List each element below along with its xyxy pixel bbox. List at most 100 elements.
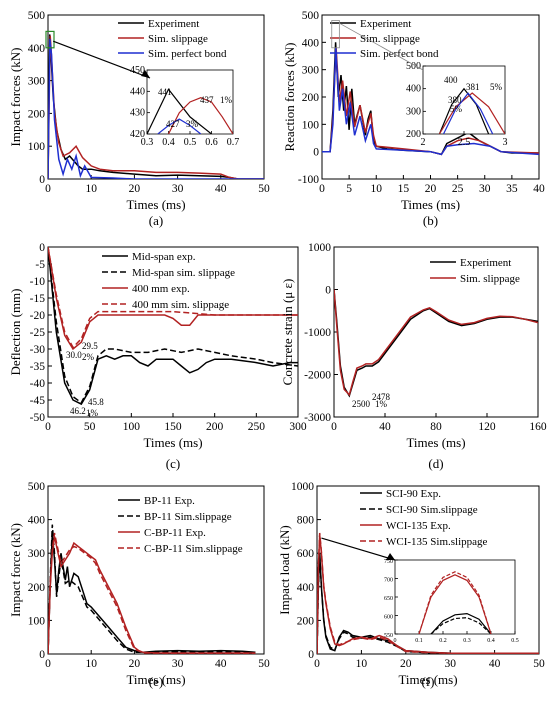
legend-entry: Sim. slippage bbox=[148, 33, 208, 45]
x-tick-label: 150 bbox=[164, 421, 182, 433]
x-tick-label: 120 bbox=[478, 421, 496, 433]
zoom-box bbox=[331, 20, 340, 49]
panel-label: (e) bbox=[149, 674, 163, 689]
panel-label: (c) bbox=[166, 456, 180, 471]
series-line-2 bbox=[317, 534, 539, 654]
y-tick-label: 0 bbox=[39, 649, 45, 661]
series-line-0 bbox=[322, 42, 539, 156]
panel-label: (a) bbox=[149, 213, 163, 228]
x-tick-label: 10 bbox=[356, 658, 368, 670]
y-tick-label: 200 bbox=[28, 582, 46, 594]
y-axis-label: Impact forces (kN) bbox=[8, 48, 23, 147]
annotation-label: 437 bbox=[200, 95, 214, 105]
y-tick-label: 500 bbox=[302, 10, 320, 22]
inset-x-tick-label: 0.5 bbox=[184, 137, 197, 148]
legend-entry: Experiment bbox=[460, 257, 511, 269]
x-tick-label: 35 bbox=[506, 183, 518, 195]
y-tick-label: 400 bbox=[28, 515, 46, 527]
inset-y-tick-label: 650 bbox=[384, 596, 393, 602]
series-line-3 bbox=[48, 532, 256, 654]
inset-series-line-0 bbox=[438, 87, 490, 134]
y-tick-label: 100 bbox=[302, 119, 320, 131]
annotation-label: 1% bbox=[220, 95, 233, 105]
y-tick-label: -15 bbox=[30, 293, 46, 305]
inset-x-tick-label: 0.4 bbox=[162, 137, 175, 148]
panel-label: (b) bbox=[423, 213, 438, 228]
inset-x-tick-label: 2.5 bbox=[458, 137, 471, 148]
x-axis-label: Times (ms) bbox=[143, 435, 202, 450]
series-line-1 bbox=[317, 554, 539, 654]
series-line-1 bbox=[334, 289, 538, 397]
series-line-1 bbox=[48, 247, 298, 404]
legend-entry: SCI-90 Exp. bbox=[386, 488, 441, 500]
x-tick-label: 40 bbox=[489, 658, 501, 670]
y-tick-label: 300 bbox=[302, 65, 320, 77]
x-tick-label: 15 bbox=[398, 183, 410, 195]
inset-chart: 0.3 0.4 0.5 0.6 0.7 420 430 440 450 bbox=[130, 65, 239, 148]
y-tick-label: -45 bbox=[30, 395, 46, 407]
y-tick-label: 400 bbox=[28, 43, 46, 55]
x-tick-label: 30 bbox=[172, 183, 184, 195]
x-tick-label: 40 bbox=[215, 658, 227, 670]
y-tick-label: -1000 bbox=[304, 327, 331, 339]
zoom-arrowhead bbox=[386, 553, 395, 560]
y-axis-label: Deflection (mm) bbox=[8, 289, 23, 376]
x-tick-label: 40 bbox=[533, 183, 545, 195]
panel-label: (d) bbox=[428, 456, 443, 471]
y-tick-label: -35 bbox=[30, 361, 46, 373]
x-tick-label: 50 bbox=[258, 183, 270, 195]
annotation-label: 381 bbox=[466, 82, 480, 92]
annotation-label: 427 bbox=[166, 119, 180, 129]
annotation-label: 5% bbox=[450, 104, 463, 114]
series-line-0 bbox=[48, 247, 298, 406]
y-tick-label: 0 bbox=[308, 649, 314, 661]
legend-entry: Mid-span sim. slippage bbox=[132, 267, 235, 279]
plot-frame bbox=[47, 485, 265, 655]
x-tick-label: 300 bbox=[289, 421, 307, 433]
y-axis-label: Impact force (kN) bbox=[8, 523, 23, 617]
inset-x-tick-label: 0.3 bbox=[141, 137, 154, 148]
inset-x-tick-label: 0.3 bbox=[463, 638, 471, 644]
annotation-label: 30.0 bbox=[66, 350, 82, 360]
x-tick-label: 25 bbox=[452, 183, 464, 195]
y-tick-label: 1000 bbox=[291, 481, 314, 493]
y-tick-label: 100 bbox=[28, 141, 46, 153]
inset-y-tick-label: 700 bbox=[384, 578, 393, 584]
inset-series-line-0 bbox=[430, 612, 492, 634]
series-line-1 bbox=[48, 35, 264, 179]
y-axis-label: Reaction forces (kN) bbox=[282, 42, 297, 151]
y-tick-label: 0 bbox=[325, 285, 331, 297]
legend-entry: WCI-135 Exp. bbox=[386, 520, 451, 532]
inset-series-line-2 bbox=[442, 92, 494, 134]
y-tick-label: 300 bbox=[28, 548, 46, 560]
y-tick-label: 0 bbox=[39, 242, 45, 254]
x-tick-label: 0 bbox=[45, 183, 51, 195]
x-tick-label: 50 bbox=[258, 658, 270, 670]
x-tick-label: 0 bbox=[331, 421, 337, 433]
y-tick-label: -50 bbox=[30, 412, 46, 424]
x-axis-label: Times (ms) bbox=[126, 672, 185, 687]
annotation-label: 400 bbox=[444, 75, 458, 85]
x-axis-label: Times (ms) bbox=[398, 672, 457, 687]
annotation-label: 3% bbox=[186, 119, 199, 129]
x-tick-label: 10 bbox=[85, 658, 97, 670]
x-tick-label: 50 bbox=[84, 421, 96, 433]
inset-frame bbox=[394, 559, 516, 635]
y-tick-label: -3000 bbox=[304, 412, 331, 424]
y-axis-label: Concrete strain (μ ε) bbox=[280, 279, 295, 386]
x-tick-label: 250 bbox=[248, 421, 266, 433]
x-tick-label: 40 bbox=[379, 421, 391, 433]
y-tick-label: 1000 bbox=[308, 242, 331, 254]
legend-entry: Experiment bbox=[360, 18, 411, 30]
legend-entry: Mid-span exp. bbox=[132, 251, 196, 263]
panel-label: (f) bbox=[422, 674, 435, 689]
y-tick-label: -100 bbox=[298, 174, 319, 186]
x-axis-label: Times (ms) bbox=[406, 435, 465, 450]
x-tick-label: 30 bbox=[172, 658, 184, 670]
inset-series-line-1 bbox=[167, 97, 233, 134]
y-tick-label: 100 bbox=[28, 615, 46, 627]
x-tick-label: 10 bbox=[85, 183, 97, 195]
inset-x-tick-label: 2 bbox=[421, 137, 426, 148]
x-tick-label: 20 bbox=[425, 183, 437, 195]
